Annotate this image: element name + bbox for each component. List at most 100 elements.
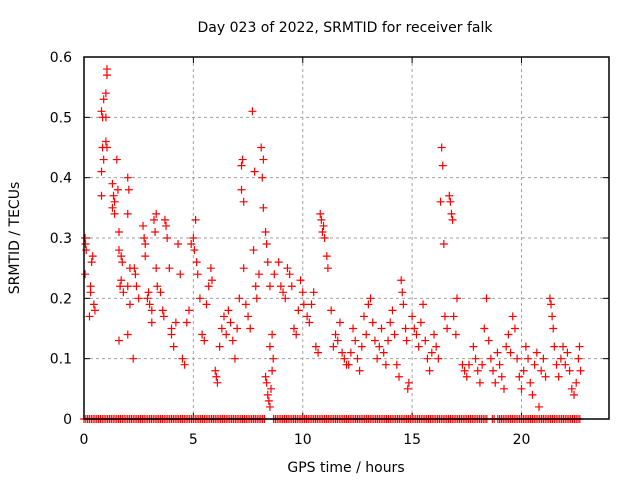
data-point: [495, 360, 504, 369]
data-point: [212, 372, 221, 381]
data-point: [471, 354, 480, 363]
data-point: [115, 336, 123, 345]
data-point: [410, 324, 419, 333]
data-point: [299, 300, 308, 309]
data-point: [434, 354, 443, 363]
data-point: [419, 300, 428, 309]
data-point: [144, 288, 153, 297]
data-point: [559, 342, 568, 351]
data-point: [88, 252, 97, 261]
data-point: [473, 366, 482, 375]
data-point: [102, 143, 111, 152]
data-point: [550, 342, 559, 351]
data-point: [384, 336, 393, 345]
data-point: [333, 336, 342, 345]
data-point: [436, 197, 445, 206]
data-point: [351, 336, 360, 345]
data-point: [548, 312, 557, 321]
data-point: [427, 348, 436, 357]
data-point: [215, 342, 224, 351]
data-point: [554, 372, 563, 381]
data-point: [370, 336, 379, 345]
data-point: [437, 143, 446, 152]
data-point: [268, 366, 277, 375]
data-point: [430, 330, 438, 339]
data-point: [141, 252, 150, 261]
data-point: [150, 215, 158, 224]
data-point: [269, 354, 278, 363]
data-point: [469, 342, 478, 351]
data-point: [163, 234, 172, 242]
data-point: [412, 330, 421, 339]
data-point: [563, 348, 572, 357]
data-point: [185, 306, 193, 315]
data-point: [451, 330, 460, 339]
data-point: [517, 384, 526, 393]
data-point: [307, 300, 316, 309]
chart-title: Day 023 of 2022, SRMTID for receiver fal…: [198, 20, 494, 36]
data-point: [207, 276, 216, 285]
data-point: [552, 360, 561, 369]
data-point: [535, 402, 543, 411]
data-point: [235, 294, 244, 303]
data-point: [117, 276, 126, 285]
data-point: [296, 276, 305, 285]
data-point: [416, 318, 425, 327]
data-point: [404, 378, 413, 387]
data-point: [198, 330, 207, 339]
data-point: [141, 240, 150, 249]
data-point: [263, 258, 272, 267]
data-point: [556, 354, 565, 363]
data-point: [353, 354, 362, 363]
data-point: [178, 354, 187, 363]
data-point: [445, 191, 454, 200]
data-point: [262, 240, 271, 249]
data-point: [303, 312, 312, 321]
data-point: [449, 312, 458, 321]
data-point: [298, 288, 307, 297]
data-point: [331, 330, 340, 339]
data-point: [360, 312, 368, 321]
data-point: [123, 330, 132, 339]
data-point: [156, 288, 165, 297]
data-point: [349, 324, 358, 333]
data-point: [195, 294, 204, 303]
data-point: [228, 336, 237, 345]
data-point: [320, 234, 329, 242]
x-axis-ticks: 0 5 10 15 20: [80, 57, 530, 448]
data-point: [294, 306, 303, 315]
data-point: [85, 312, 94, 321]
data-point: [262, 378, 271, 387]
data-point: [123, 173, 132, 182]
data-point: [379, 348, 388, 357]
data-point: [101, 137, 110, 146]
data-point: [327, 306, 336, 315]
data-point: [180, 360, 189, 369]
data-point: [116, 282, 125, 291]
data-point: [482, 294, 491, 303]
data-point: [570, 390, 578, 399]
data-point: [213, 378, 222, 387]
data-point: [421, 336, 430, 345]
data-point: [113, 185, 122, 194]
data-point: [504, 330, 513, 339]
data-point: [86, 282, 95, 291]
data-point: [99, 95, 108, 104]
data-point: [112, 155, 121, 164]
data-point: [239, 197, 248, 206]
data-point: [131, 270, 140, 279]
data-point: [97, 167, 106, 176]
data-point: [368, 318, 377, 327]
data-point: [224, 306, 233, 315]
data-point: [110, 209, 119, 218]
y-axis-ticks: 0 0.1 0.2 0.3 0.4 0.5 0.6: [50, 50, 609, 428]
data-point: [118, 258, 127, 267]
data-point: [123, 282, 132, 291]
data-point: [506, 348, 515, 357]
data-point: [314, 348, 323, 357]
data-point: [528, 390, 537, 399]
data-point: [270, 270, 279, 279]
data-point: [541, 372, 550, 381]
data-point: [129, 354, 138, 363]
